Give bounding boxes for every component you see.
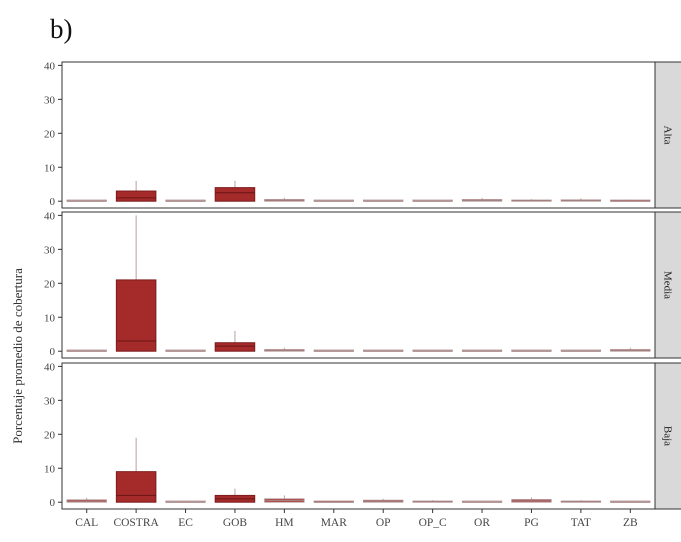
box-or (461, 500, 503, 503)
box-mar (313, 349, 354, 352)
box-tat (560, 500, 602, 503)
y-tick-label: 0 (50, 196, 56, 208)
box-zb (610, 199, 651, 202)
x-tick-label: EC (178, 517, 193, 529)
box-cal (66, 349, 107, 352)
box-op (363, 498, 404, 503)
facet-label: Alta (662, 126, 674, 145)
y-tick-label: 40 (44, 210, 56, 222)
box-hm (264, 347, 305, 352)
box-mar (313, 500, 354, 503)
box-hm (264, 197, 305, 202)
box-or (461, 197, 503, 202)
x-tick-label: MAR (321, 517, 348, 529)
y-tick-label: 40 (44, 361, 56, 373)
box-op-c (412, 199, 453, 202)
x-tick-label: COSTRA (113, 517, 159, 529)
box-ec (165, 199, 206, 202)
facet-media: 0 10 20 30 40 Media (44, 210, 681, 359)
y-tick-label: 0 (50, 346, 56, 358)
box-hm (264, 495, 305, 503)
box-gob (214, 488, 256, 503)
y-tick-label: 20 (44, 128, 56, 140)
box-costra (115, 437, 157, 503)
box-gob (214, 180, 256, 202)
x-tick-label: GOB (223, 517, 248, 529)
box-costra (115, 215, 157, 352)
x-tick-label: OP (376, 517, 391, 529)
box-pg (511, 199, 552, 202)
box-ec (165, 349, 206, 352)
box-pg (511, 497, 552, 503)
y-axis-label: Porcentaje promedio de cobertura (10, 268, 25, 444)
y-tick-label: 30 (44, 94, 56, 106)
box-op (363, 349, 404, 352)
box-zb (610, 500, 651, 503)
y-tick-label: 20 (44, 278, 56, 290)
box-tat (560, 349, 602, 352)
x-tick-label: OR (474, 517, 490, 529)
box-gob (214, 330, 256, 352)
box-body (214, 342, 256, 352)
y-tick-label: 10 (44, 463, 56, 475)
x-tick-label: ZB (623, 517, 638, 529)
box-body (115, 279, 157, 352)
x-tick-label: OP_C (419, 517, 447, 529)
box-costra (115, 180, 157, 202)
facet-strip (654, 362, 681, 510)
box-op-c (412, 500, 453, 503)
facet-strip (654, 211, 681, 359)
box-mar (313, 199, 354, 202)
y-tick-label: 20 (44, 429, 56, 441)
box-body (115, 471, 157, 503)
y-tick-label: 40 (44, 60, 56, 72)
y-tick-label: 10 (44, 312, 56, 324)
x-tick-label: CAL (75, 517, 98, 529)
box-zb (610, 347, 651, 352)
box-cal (66, 199, 107, 202)
y-tick-label: 0 (50, 497, 56, 509)
facet-label: Media (662, 271, 674, 299)
facets: 0 10 20 30 40 Alta 0 10 20 30 40 Media 0 10 20 30 40 Baja (44, 60, 681, 510)
box-ec (165, 500, 206, 503)
x-tick-label: TAT (571, 517, 591, 529)
box-or (461, 349, 503, 352)
box-op-c (412, 349, 453, 352)
y-tick-label: 30 (44, 395, 56, 407)
box-body (115, 190, 157, 202)
panel-frame (61, 61, 656, 209)
facet-label: Baja (662, 426, 674, 446)
facet-alta: 0 10 20 30 40 Alta (44, 60, 681, 209)
facet-baja: 0 10 20 30 40 Baja (44, 361, 681, 510)
box-cal (66, 497, 107, 503)
y-tick-label: 30 (44, 244, 56, 256)
x-tick-label: PG (524, 517, 539, 529)
box-op (363, 199, 404, 202)
box-body (214, 187, 256, 202)
panel-frame (61, 211, 656, 359)
y-tick-label: 10 (44, 162, 56, 174)
facet-strip (654, 61, 681, 209)
panel-frame (61, 362, 656, 510)
x-tick-label: HM (275, 517, 294, 529)
box-pg (511, 349, 552, 352)
box-tat (560, 198, 602, 202)
x-axis: CAL COSTRA EC GOB HM MAR OP OP_C OR PG TAT ZB (75, 509, 638, 529)
panel-letter: b) (50, 14, 73, 44)
